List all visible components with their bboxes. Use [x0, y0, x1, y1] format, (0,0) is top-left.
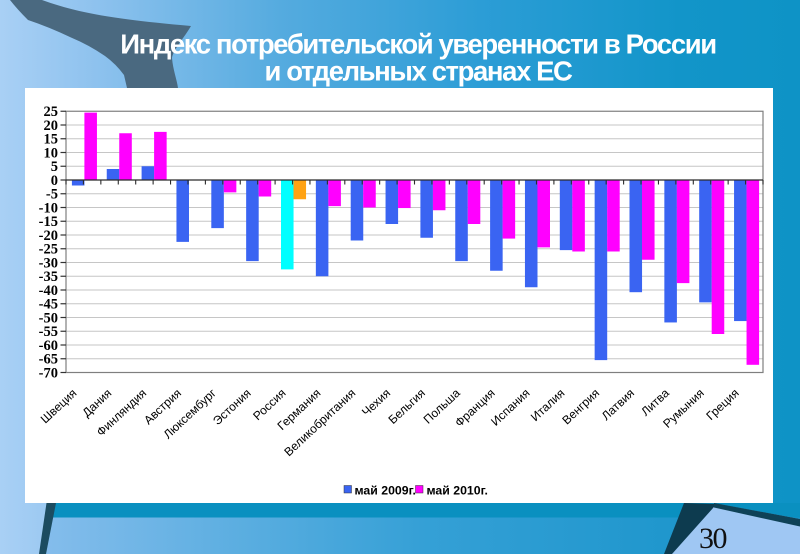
svg-text:-5: -5 — [46, 187, 58, 203]
svg-text:10: 10 — [44, 145, 59, 161]
svg-text:-60: -60 — [39, 338, 58, 354]
svg-text:май 2009г.: май 2009г. — [355, 484, 416, 498]
svg-text:20: 20 — [44, 118, 59, 134]
svg-text:май 2010г.: май 2010г. — [427, 484, 488, 498]
svg-text:30: 30 — [699, 522, 727, 554]
svg-text:-70: -70 — [39, 365, 58, 381]
svg-text:15: 15 — [44, 132, 59, 148]
svg-text:-30: -30 — [39, 255, 58, 271]
svg-text:0: 0 — [51, 173, 58, 189]
svg-text:и отдельных странах ЕС: и отдельных странах ЕС — [264, 56, 573, 87]
svg-text:25: 25 — [44, 104, 59, 120]
svg-text:-55: -55 — [39, 324, 58, 340]
svg-text:-50: -50 — [39, 310, 58, 326]
svg-text:-65: -65 — [39, 352, 58, 368]
svg-text:-25: -25 — [39, 242, 58, 258]
svg-text:-45: -45 — [39, 297, 58, 313]
svg-text:-20: -20 — [39, 228, 58, 244]
svg-text:5: 5 — [51, 159, 58, 175]
svg-text:-10: -10 — [39, 200, 58, 216]
svg-text:-15: -15 — [39, 214, 58, 230]
svg-text:-35: -35 — [39, 269, 58, 285]
svg-text:-40: -40 — [39, 283, 58, 299]
svg-text:Индекс потребительской уверенн: Индекс потребительской уверенности в Рос… — [120, 29, 715, 60]
